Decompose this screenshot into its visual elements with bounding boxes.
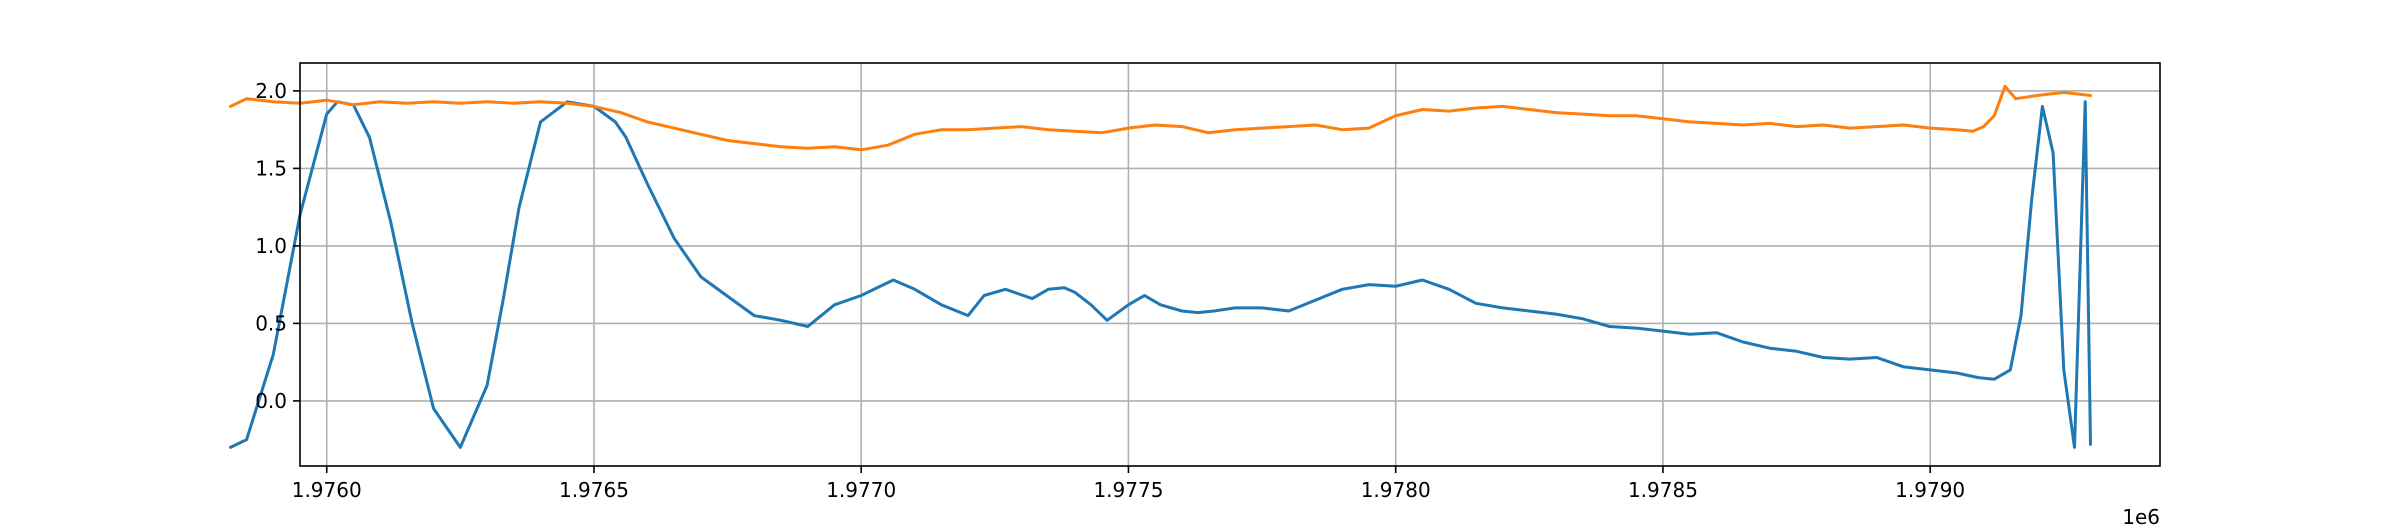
y-tick-label: 2.0 [255,79,287,103]
x-tick-label: 1.9775 [1093,478,1163,502]
series-line-2 [229,84,2092,152]
y-tick-label: 1.0 [255,234,287,258]
x-tick-label: 1.9760 [292,478,362,502]
x-tick-label: 1.9780 [1361,478,1431,502]
y-tick-label: 0.0 [255,389,287,413]
axes-frame [299,62,2161,467]
series-layer [229,84,2092,449]
series-line-1 [229,100,2092,449]
x-tick-label: 1.9785 [1628,478,1698,502]
grid-layer [300,63,2160,466]
tick-layer: 1.9760 1.9765 1.9770 1.9775 1.9780 1.9785 1.97… [255,79,1965,502]
x-tick-label: 1.9790 [1895,478,1965,502]
x-tick-label: 1.9765 [559,478,629,502]
y-tick-label: 0.5 [255,311,287,335]
x-tick-label: 1.9770 [826,478,896,502]
y-tick-label: 1.5 [255,156,287,180]
x-axis-offset-label: 1e6 [2122,505,2160,525]
